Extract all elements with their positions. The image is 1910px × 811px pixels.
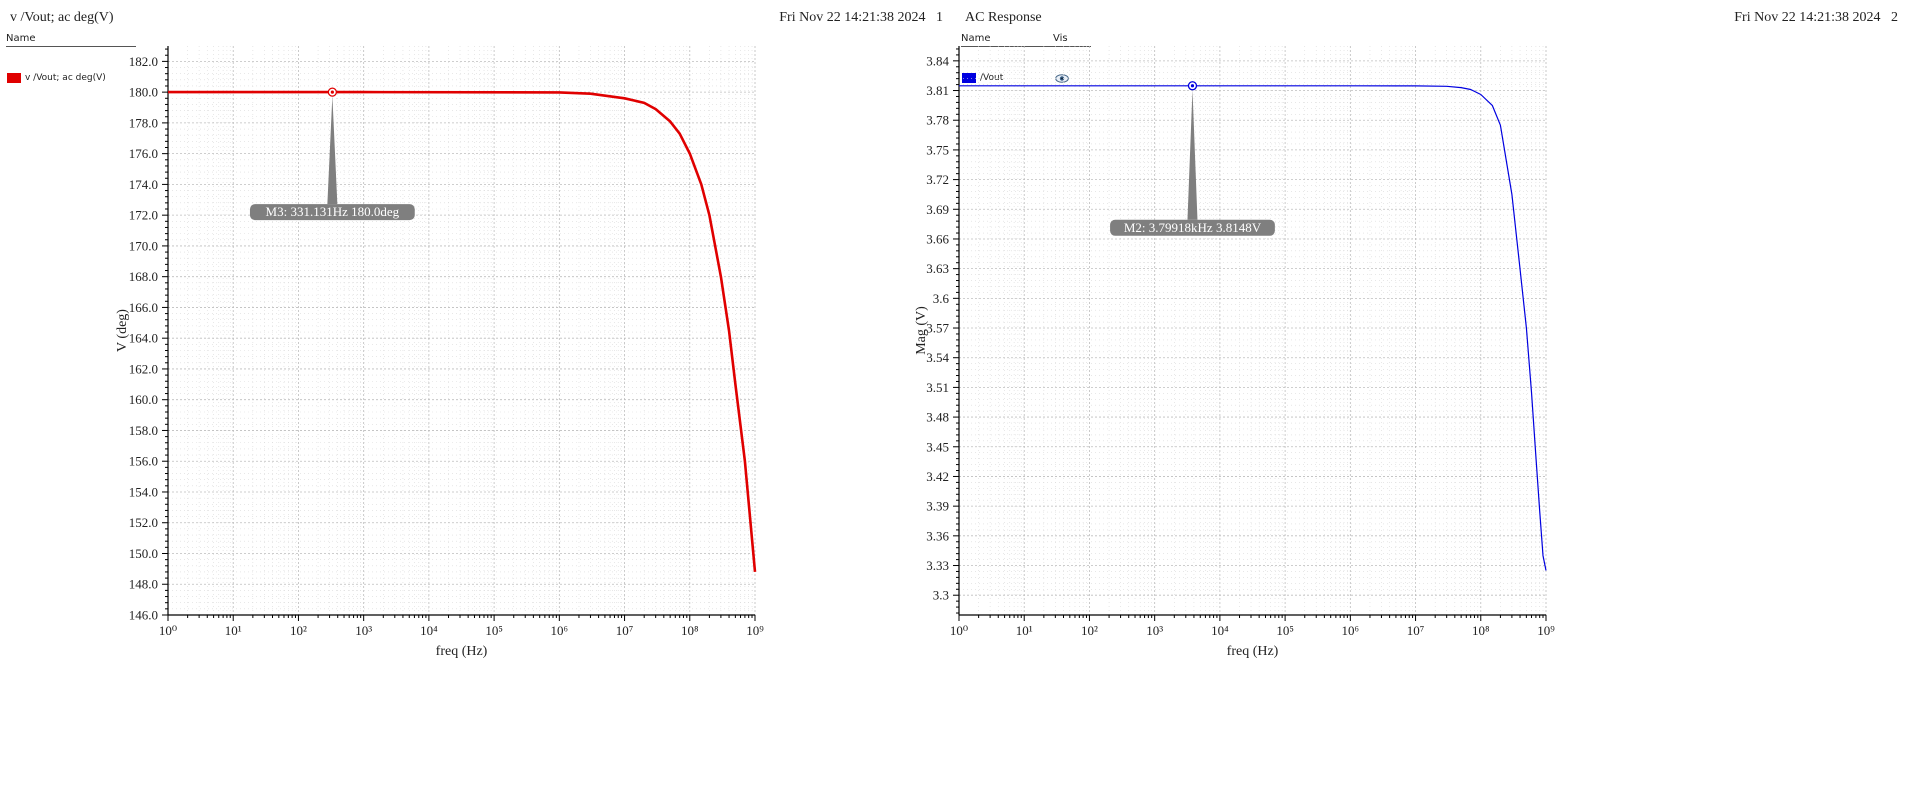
y-tick-label: 176.0 (129, 146, 158, 161)
x-tick-label: 10⁵ (1276, 623, 1294, 638)
y-tick-label: 166.0 (129, 300, 158, 315)
y-tick-label: 146.0 (129, 608, 158, 623)
y-tick-label: 3.36 (926, 528, 949, 543)
x-tick-label: 10⁹ (746, 623, 764, 638)
x-tick-label: 10⁸ (1472, 623, 1490, 638)
y-tick-label: 3.72 (926, 172, 949, 187)
legend-label: v /Vout; ac deg(V) (25, 73, 106, 83)
x-tick-label: 10² (290, 623, 307, 638)
y-tick-label: 168.0 (129, 269, 158, 284)
legend-item-vout[interactable]: /Vout (962, 73, 1003, 83)
marker-label: M3: 331.131Hz 180.0deg (266, 204, 400, 219)
y-axis-title: V (deg) (115, 309, 130, 352)
y-tick-label: 182.0 (129, 54, 158, 69)
y-tick-label: 3.54 (926, 350, 949, 365)
y-tick-label: 156.0 (129, 454, 158, 469)
y-tick-label: 3.48 (926, 410, 949, 425)
x-tick-label: 10⁸ (681, 623, 699, 638)
x-tick-label: 10⁹ (1537, 623, 1555, 638)
legend-vis-column: Vis (1053, 33, 1068, 44)
y-tick-label: 174.0 (129, 177, 158, 192)
timestamp-text: Fri Nov 22 14:21:38 2024 (779, 10, 926, 25)
timestamp-text: Fri Nov 22 14:21:38 2024 (1734, 10, 1881, 25)
plot-title: AC Response (965, 10, 1042, 25)
x-tick-label: 10³ (1146, 623, 1163, 638)
legend-header: Name Vis (961, 33, 1091, 47)
y-tick-label: 3.42 (926, 469, 949, 484)
y-tick-label: 3.3 (933, 588, 949, 603)
x-tick-label: 10⁷ (616, 623, 634, 638)
y-tick-label: 3.81 (926, 83, 949, 98)
x-tick-label: 10⁴ (420, 623, 438, 638)
x-axis-title: freq (Hz) (436, 644, 488, 659)
legend-label: /Vout (980, 73, 1004, 83)
marker-dot (1190, 84, 1195, 88)
x-tick-label: 10⁵ (485, 623, 503, 638)
legend-item-phase[interactable]: v /Vout; ac deg(V) (7, 73, 106, 83)
magnitude-chart[interactable]: 10⁰ 10¹ 10² 10³ 10⁴ 10⁵ 10⁶ 10⁷ 10⁸ 10⁹ 3.3 3.33 3.3… (914, 0, 1910, 811)
y-tick-label: 3.78 (926, 113, 949, 128)
series-line (959, 85, 1547, 571)
y-tick-label: 178.0 (129, 115, 158, 130)
plot-title: v /Vout; ac deg(V) (10, 10, 114, 25)
y-tick-label: 3.45 (926, 439, 949, 454)
x-tick-label: 10⁶ (1342, 623, 1360, 638)
x-axis-title: freq (Hz) (1227, 644, 1279, 659)
phase-plot-panel: v /Vout; ac deg(V) Fri Nov 22 14:21:38 2… (0, 0, 955, 811)
y-tick-label: 164.0 (129, 331, 158, 346)
legend-name-column: Name (961, 33, 991, 44)
legend-swatch (7, 73, 21, 83)
x-tick-label: 10³ (355, 623, 372, 638)
y-tick-label: 150.0 (129, 546, 158, 561)
y-axis-title: Mag (V) (914, 306, 929, 355)
x-tick-label: 10¹ (225, 623, 242, 638)
x-tick-label: 10² (1081, 623, 1098, 638)
y-tick-label: 3.57 (926, 321, 949, 336)
y-tick-label: 154.0 (129, 484, 158, 499)
y-tick-label: 152.0 (129, 515, 158, 530)
series-line (168, 90, 757, 573)
legend-swatch (962, 73, 976, 83)
y-tick-label: 158.0 (129, 423, 158, 438)
y-tick-label: 170.0 (129, 238, 158, 253)
y-tick-label: 3.6 (933, 291, 950, 306)
marker-dot (330, 90, 334, 94)
y-tick-label: 172.0 (129, 208, 158, 223)
marker-label-box (249, 204, 415, 221)
legend-header: Name (6, 33, 136, 47)
y-tick-label: 160.0 (129, 392, 158, 407)
marker-pointer (327, 96, 338, 205)
plot-timestamp: Fri Nov 22 14:21:38 2024 2 (1734, 10, 1898, 26)
y-tick-label: 3.63 (926, 261, 949, 276)
legend-name-column: Name (6, 33, 36, 44)
marker-pointer (1187, 89, 1198, 220)
y-tick-label: 162.0 (129, 361, 158, 376)
x-tick-label: 10⁴ (1211, 623, 1229, 638)
x-tick-label: 10⁷ (1407, 623, 1425, 638)
magnitude-plot-panel: AC Response Fri Nov 22 14:21:38 2024 2 N… (914, 0, 1910, 811)
plot-timestamp: Fri Nov 22 14:21:38 2024 1 (779, 10, 943, 26)
y-tick-label: 3.84 (926, 53, 949, 68)
y-tick-label: 3.69 (926, 202, 949, 217)
plot-index: 1 (936, 10, 943, 25)
marker-label: M2: 3.79918kHz 3.8148V (1124, 220, 1262, 235)
y-tick-label: 3.39 (926, 499, 949, 514)
x-tick-label: 10⁰ (950, 623, 968, 638)
y-tick-label: 3.66 (926, 231, 949, 246)
x-tick-label: 10¹ (1016, 623, 1033, 638)
marker-label-box (1110, 219, 1275, 236)
y-tick-label: 180.0 (129, 85, 158, 100)
y-tick-label: 148.0 (129, 577, 158, 592)
x-tick-label: 10⁰ (159, 623, 177, 638)
y-tick-label: 3.33 (926, 558, 949, 573)
y-tick-label: 3.75 (926, 142, 949, 157)
phase-chart[interactable]: 10⁰ 10¹ 10² 10³ 10⁴ 10⁵ 10⁶ 10⁷ 10⁸ 10⁹ 146.0 148.0… (0, 0, 955, 811)
x-tick-label: 10⁶ (551, 623, 569, 638)
plot-index: 2 (1891, 10, 1898, 25)
chart-area: 10⁰ 10¹ 10² 10³ 10⁴ 10⁵ 10⁶ 10⁷ 10⁸ 10⁹ 3.3 3.33 3.3… (914, 46, 1555, 659)
eye-icon[interactable] (1055, 74, 1069, 83)
y-tick-label: 3.51 (926, 380, 949, 395)
